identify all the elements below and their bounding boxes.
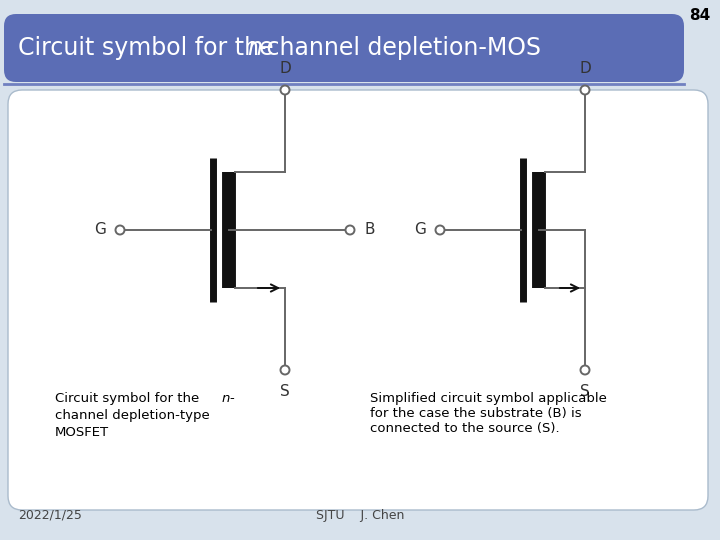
Text: n: n (222, 392, 230, 405)
Text: 2022/1/25: 2022/1/25 (18, 509, 82, 522)
Circle shape (281, 366, 289, 375)
Text: G: G (94, 222, 106, 238)
Text: MOSFET: MOSFET (55, 426, 109, 439)
Text: channel depletion-type: channel depletion-type (55, 409, 210, 422)
Text: SJTU    J. Chen: SJTU J. Chen (316, 509, 404, 522)
Text: Circuit symbol for the: Circuit symbol for the (55, 392, 204, 405)
Text: n: n (247, 36, 262, 60)
Circle shape (115, 226, 125, 234)
Text: S: S (280, 384, 290, 399)
Circle shape (580, 85, 590, 94)
Text: -: - (229, 392, 234, 405)
Text: S: S (580, 384, 590, 399)
FancyBboxPatch shape (8, 90, 708, 510)
Text: D: D (579, 61, 591, 76)
Text: D: D (279, 61, 291, 76)
Text: B: B (364, 222, 374, 238)
Circle shape (281, 85, 289, 94)
Text: G: G (414, 222, 426, 238)
Text: Circuit symbol for the: Circuit symbol for the (18, 36, 281, 60)
FancyBboxPatch shape (4, 14, 684, 82)
Circle shape (436, 226, 444, 234)
Text: -channel depletion-MOS: -channel depletion-MOS (258, 36, 541, 60)
Circle shape (580, 366, 590, 375)
Text: Simplified circuit symbol applicable
for the case the substrate (B) is
connected: Simplified circuit symbol applicable for… (370, 392, 607, 435)
Text: 84: 84 (689, 8, 710, 23)
Circle shape (346, 226, 354, 234)
